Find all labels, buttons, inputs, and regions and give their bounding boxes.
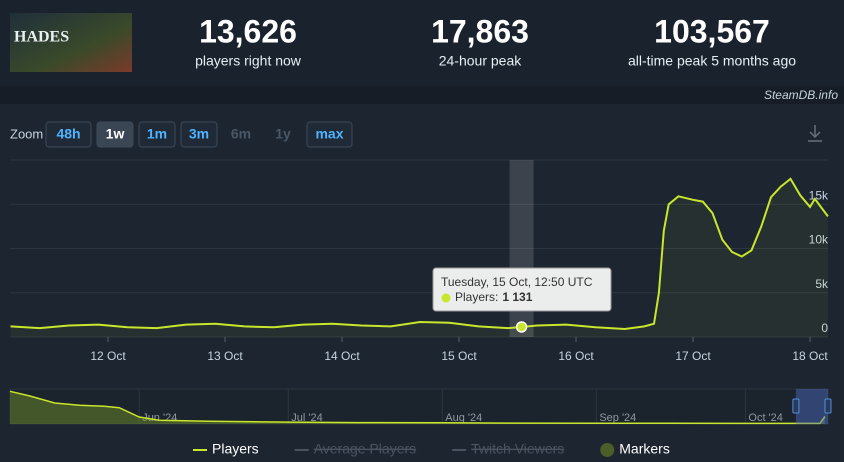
button-label: max <box>315 126 343 142</box>
button-bg <box>138 121 176 148</box>
button-label: 3m <box>189 126 209 142</box>
stat-value: 103,567 <box>654 13 770 49</box>
navigator-tick-label: Aug '24 <box>445 412 482 424</box>
zoom-button[interactable]: 48h <box>45 121 92 148</box>
legend-label: Players <box>212 441 259 457</box>
download-icon[interactable] <box>808 125 822 142</box>
button-label: 1w <box>106 126 125 142</box>
tooltip-swatch <box>441 293 451 303</box>
zoom-button[interactable]: 1w <box>96 121 134 148</box>
button-label: 48h <box>56 126 80 142</box>
zoom-button[interactable]: 1m <box>138 121 176 148</box>
y-tick-label: 5k <box>815 277 829 291</box>
stat-label: all-time peak 5 months ago <box>628 53 796 69</box>
legend-item[interactable]: Twitch Viewers <box>452 441 564 457</box>
tooltip-value: 1 131 <box>502 290 532 304</box>
navigator-line <box>9 390 826 425</box>
header-bg <box>0 0 844 86</box>
series-line <box>10 177 829 331</box>
tooltip-box <box>432 267 612 312</box>
source: SteamDB.info <box>764 88 838 102</box>
legend-label: Twitch Viewers <box>471 441 564 457</box>
x-tick-label: 12 Oct <box>90 349 126 363</box>
legend-label: Average Players <box>314 441 416 457</box>
legend-swatch <box>600 443 615 457</box>
button-label: 6m <box>231 126 251 142</box>
button-bg <box>45 121 92 148</box>
button-label: 1m <box>147 126 167 142</box>
x-tick-label: 16 Oct <box>558 349 594 363</box>
x-tick-label: 14 Oct <box>324 349 360 363</box>
zoom-button: 6m <box>231 126 251 142</box>
source-strip <box>0 86 844 104</box>
tooltip-label: Players: 1 131 <box>455 290 533 304</box>
navigator-tick-label: Oct '24 <box>748 412 783 424</box>
x-tick-label: 13 Oct <box>207 349 243 363</box>
zoom-label: Zoom <box>10 126 43 141</box>
y-tick-label: 15k <box>809 188 829 202</box>
tooltip-series: Players: <box>455 290 498 304</box>
zoom-button: 1y <box>275 126 291 142</box>
hover-point <box>515 321 528 333</box>
game-logo <box>10 13 132 72</box>
button-bg <box>306 121 353 148</box>
navigator-tick-label: Jul '24 <box>291 412 322 424</box>
button-bg <box>180 121 218 148</box>
navigator-handle[interactable] <box>792 398 800 414</box>
stat-value: 13,626 <box>199 13 297 49</box>
y-tick-label: 10k <box>809 233 829 247</box>
x-tick-label: 15 Oct <box>441 349 477 363</box>
series-area <box>10 178 828 337</box>
x-tick-label: 18 Oct <box>792 349 828 363</box>
button-bg <box>96 121 134 148</box>
navigator-handle[interactable] <box>824 398 832 414</box>
y-tick-label: 0 <box>821 321 828 335</box>
legend-item[interactable]: Players <box>193 441 259 457</box>
legend-label: Markers <box>619 441 670 457</box>
x-tick-label: 17 Oct <box>675 349 711 363</box>
button-label: 1y <box>275 126 291 142</box>
zoom-button[interactable]: max <box>306 121 353 148</box>
logo-text: HADES <box>14 29 69 46</box>
stat-label: 24-hour peak <box>439 53 523 69</box>
stat-value: 17,863 <box>431 13 529 49</box>
navigator-selection[interactable] <box>795 389 828 424</box>
legend-item[interactable]: Markers <box>600 441 670 457</box>
tooltip-title: Tuesday, 15 Oct, 12:50 UTC <box>441 275 593 289</box>
zoom-button[interactable]: 3m <box>180 121 218 148</box>
navigator-area <box>10 391 825 424</box>
legend-item[interactable]: Average Players <box>294 441 416 457</box>
stat-label: players right now <box>195 53 302 69</box>
navigator-tick-label: Sep '24 <box>599 412 636 424</box>
